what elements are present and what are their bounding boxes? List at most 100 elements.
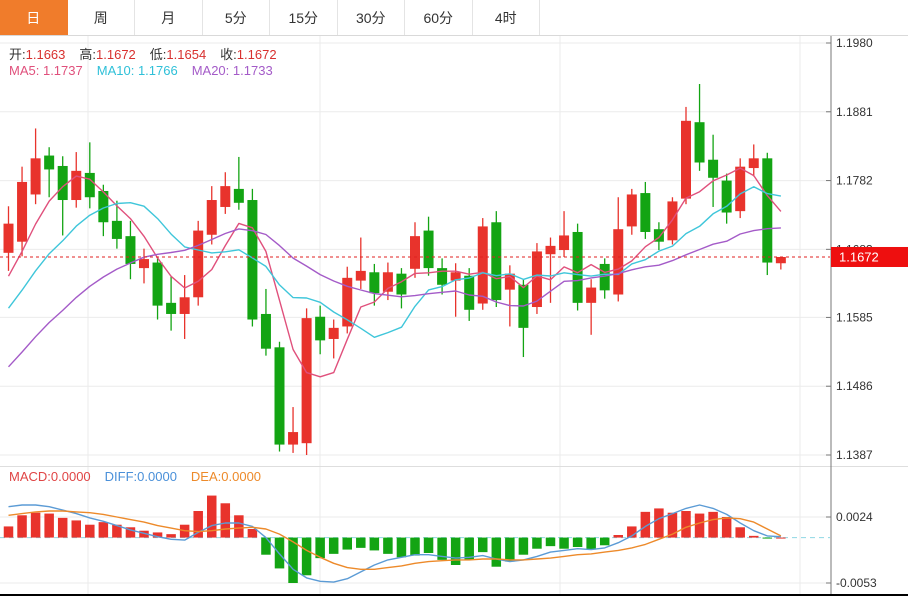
candle-up bbox=[450, 272, 461, 281]
macd-bar bbox=[735, 527, 745, 538]
candle-up bbox=[626, 194, 637, 227]
macd-tick-label: -0.0053 bbox=[836, 576, 877, 590]
macd-bar bbox=[383, 537, 393, 554]
macd-bar bbox=[193, 511, 203, 538]
tab-15分[interactable]: 15分 bbox=[270, 0, 338, 35]
price-tick-label: 1.1585 bbox=[836, 310, 873, 324]
open-value: 1.1663 bbox=[25, 47, 66, 62]
macd-bar bbox=[57, 517, 68, 538]
macd-bar bbox=[545, 537, 556, 547]
candle-down bbox=[396, 273, 407, 295]
macd-bar bbox=[613, 535, 623, 538]
candle-down bbox=[84, 172, 95, 198]
candle-up bbox=[179, 297, 190, 314]
high-label: 高: bbox=[79, 47, 97, 62]
price-tick-label: 1.1387 bbox=[836, 448, 873, 462]
tab-月[interactable]: 月 bbox=[135, 0, 203, 35]
macd-bar bbox=[586, 537, 596, 550]
candle-down bbox=[98, 190, 109, 223]
macd-bar bbox=[518, 537, 529, 555]
macd-bar bbox=[356, 537, 366, 548]
macd-bar bbox=[559, 537, 569, 549]
macd-bar bbox=[667, 512, 678, 538]
candle-up bbox=[681, 120, 691, 199]
candle-up bbox=[3, 223, 14, 253]
tab-30分[interactable]: 30分 bbox=[337, 0, 405, 35]
candle-up bbox=[382, 272, 393, 292]
macd-bar bbox=[532, 537, 542, 549]
macd-label: MACD: bbox=[9, 469, 51, 484]
macd-bar bbox=[410, 537, 420, 556]
tab-5分[interactable]: 5分 bbox=[202, 0, 270, 35]
macd-bar bbox=[464, 537, 474, 560]
candle-up bbox=[613, 229, 624, 295]
diff-value: 0.0000 bbox=[137, 469, 177, 484]
macd-bar bbox=[491, 537, 502, 567]
candle-up bbox=[17, 181, 28, 242]
price-tick-label: 1.1881 bbox=[836, 105, 873, 119]
candle-down bbox=[464, 275, 475, 310]
dea-value: 0.0000 bbox=[221, 469, 262, 484]
macd-bar bbox=[17, 515, 27, 538]
tab-周[interactable]: 周 bbox=[67, 0, 135, 35]
candle-down bbox=[423, 230, 434, 269]
candle-up bbox=[559, 235, 570, 251]
macd-bar bbox=[234, 515, 244, 538]
candle-up bbox=[355, 270, 366, 281]
macd-bar bbox=[396, 537, 407, 558]
candle-up bbox=[193, 230, 204, 298]
candle-down bbox=[708, 159, 719, 178]
candle-up bbox=[139, 259, 149, 269]
macd-bar bbox=[342, 537, 352, 550]
ma-legend: MA5: 1.1737 MA10: 1.1766 MA20: 1.1733 bbox=[9, 63, 287, 78]
candle-down bbox=[315, 316, 326, 341]
macd-bar bbox=[3, 526, 14, 538]
macd-bar bbox=[749, 535, 759, 538]
candle-down bbox=[762, 158, 773, 263]
price-tick-label: 1.1980 bbox=[836, 36, 873, 50]
candle-down bbox=[369, 272, 380, 294]
candle-up bbox=[410, 236, 420, 269]
macd-bar bbox=[572, 537, 583, 547]
macd-bar bbox=[112, 524, 122, 538]
tab-60分[interactable]: 60分 bbox=[405, 0, 473, 35]
candle-down bbox=[57, 165, 68, 201]
candle-up bbox=[206, 200, 217, 235]
macd-bar bbox=[261, 537, 271, 555]
last-price-tag bbox=[831, 246, 908, 267]
diff-line bbox=[8, 504, 781, 583]
macd-bar bbox=[30, 512, 41, 538]
macd-bar bbox=[139, 530, 149, 538]
macd-bar bbox=[708, 511, 718, 538]
candle-down bbox=[437, 268, 448, 285]
tab-4时[interactable]: 4时 bbox=[472, 0, 540, 35]
ma20-label: MA20: bbox=[191, 63, 230, 78]
candle-down bbox=[44, 155, 55, 170]
candle-down bbox=[111, 220, 122, 239]
macd-bar bbox=[207, 495, 217, 538]
candle-up bbox=[477, 226, 488, 304]
diff-label: DIFF: bbox=[104, 469, 138, 484]
macd-bar bbox=[776, 537, 786, 539]
macd-bar bbox=[423, 537, 434, 553]
last-price-tag-label: 1.1672 bbox=[839, 249, 879, 264]
close-label: 收: bbox=[220, 47, 237, 62]
candle-up bbox=[328, 327, 339, 339]
macd-bar bbox=[505, 537, 515, 562]
macd-bar bbox=[98, 522, 109, 538]
candle-up bbox=[30, 158, 41, 195]
macd-bar bbox=[721, 517, 732, 538]
ma5-label: MA5: bbox=[9, 63, 40, 78]
low-value: 1.1654 bbox=[166, 47, 207, 62]
macd-bar bbox=[654, 508, 664, 538]
candle-down bbox=[247, 200, 258, 320]
candle-up bbox=[288, 432, 299, 445]
macd-bar bbox=[301, 537, 312, 576]
macd-bar bbox=[478, 537, 488, 553]
tab-日[interactable]: 日 bbox=[0, 0, 68, 35]
macd-bar bbox=[44, 513, 54, 538]
candle-down bbox=[653, 229, 664, 242]
candle-up bbox=[545, 245, 556, 255]
